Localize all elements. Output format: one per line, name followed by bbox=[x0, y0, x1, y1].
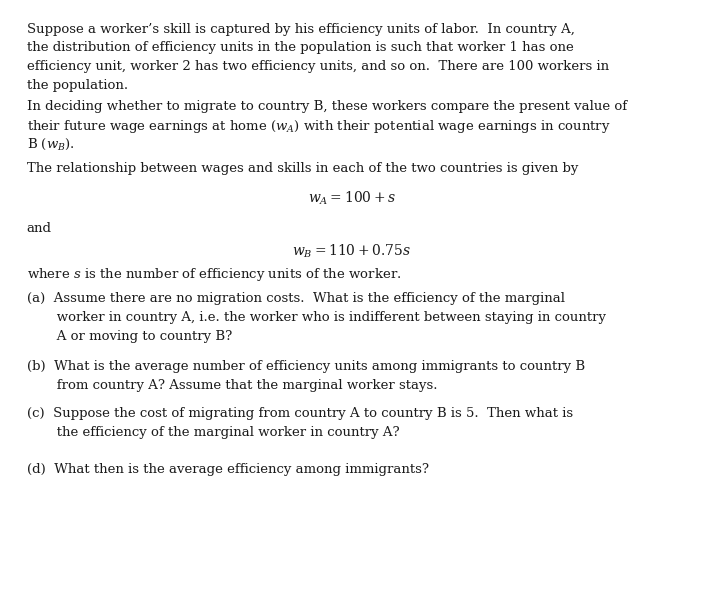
Text: (b)  What is the average number of efficiency units among immigrants to country : (b) What is the average number of effici… bbox=[27, 360, 585, 373]
Text: worker in country A, i.e. the worker who is indifferent between staying in count: worker in country A, i.e. the worker who… bbox=[27, 311, 605, 324]
Text: the efficiency of the marginal worker in country A?: the efficiency of the marginal worker in… bbox=[27, 426, 399, 439]
Text: from country A? Assume that the marginal worker stays.: from country A? Assume that the marginal… bbox=[27, 379, 437, 391]
Text: the population.: the population. bbox=[27, 79, 128, 91]
Text: (a)  Assume there are no migration costs.  What is the efficiency of the margina: (a) Assume there are no migration costs.… bbox=[27, 292, 565, 305]
Text: the distribution of efficiency units in the population is such that worker 1 has: the distribution of efficiency units in … bbox=[27, 42, 574, 54]
Text: and: and bbox=[27, 222, 52, 235]
Text: their future wage earnings at home ($w_A$) with their potential wage earnings in: their future wage earnings at home ($w_A… bbox=[27, 119, 610, 135]
Text: A or moving to country B?: A or moving to country B? bbox=[27, 330, 232, 343]
Text: (c)  Suppose the cost of migrating from country A to country B is 5.  Then what : (c) Suppose the cost of migrating from c… bbox=[27, 407, 573, 420]
Text: In deciding whether to migrate to country B, these workers compare the present v: In deciding whether to migrate to countr… bbox=[27, 100, 627, 113]
Text: $w_B = 110 + 0.75s$: $w_B = 110 + 0.75s$ bbox=[292, 243, 412, 260]
Text: efficiency unit, worker 2 has two efficiency units, and so on.  There are 100 wo: efficiency unit, worker 2 has two effici… bbox=[27, 60, 609, 73]
Text: (d)  What then is the average efficiency among immigrants?: (d) What then is the average efficiency … bbox=[27, 463, 429, 476]
Text: The relationship between wages and skills in each of the two countries is given : The relationship between wages and skill… bbox=[27, 162, 578, 176]
Text: Suppose a worker’s skill is captured by his efficiency units of labor.  In count: Suppose a worker’s skill is captured by … bbox=[27, 23, 574, 36]
Text: B ($w_B$).: B ($w_B$). bbox=[27, 137, 75, 152]
Text: where $s$ is the number of efficiency units of the worker.: where $s$ is the number of efficiency un… bbox=[27, 266, 401, 283]
Text: $w_A = 100 + s$: $w_A = 100 + s$ bbox=[308, 190, 396, 207]
